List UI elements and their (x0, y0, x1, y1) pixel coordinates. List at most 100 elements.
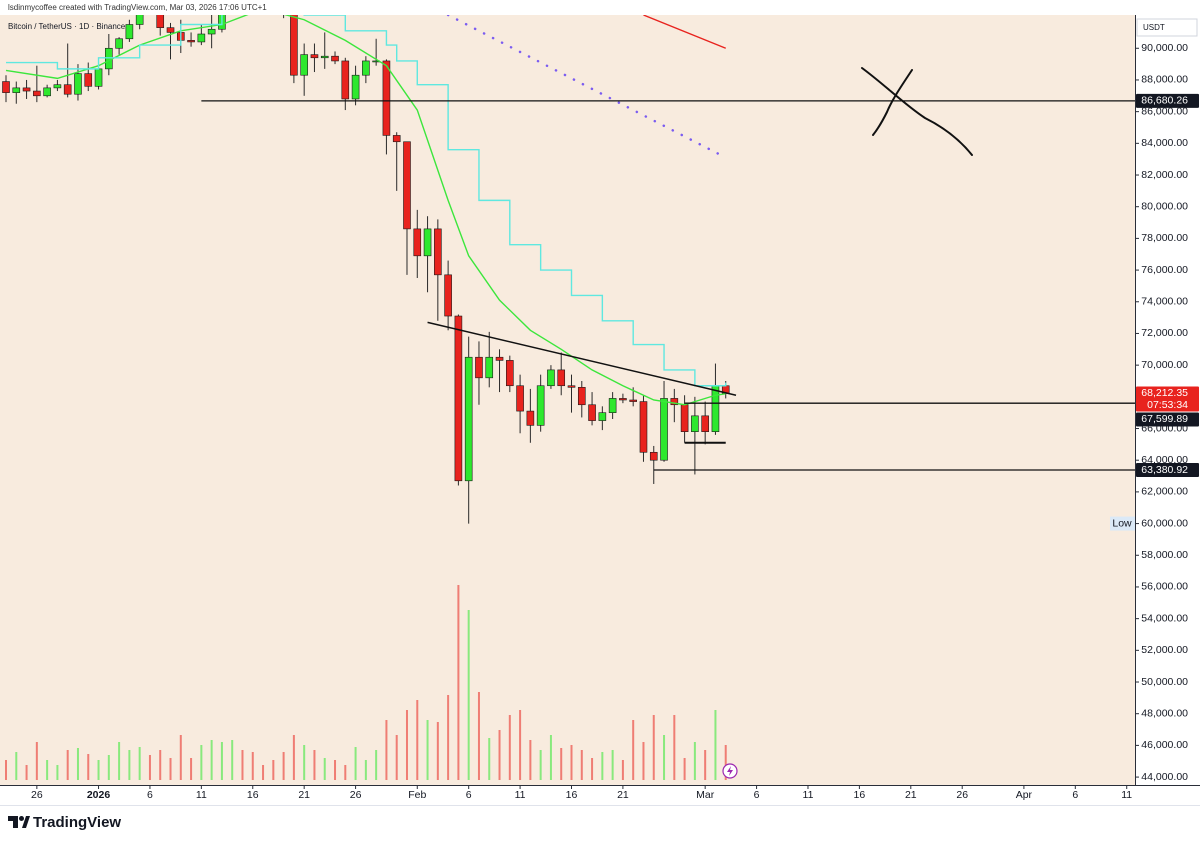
y-tick-label: 82,000.00 (1141, 169, 1188, 181)
volume-bar (508, 715, 511, 780)
candle-body (135, 15, 144, 25)
candle-body (74, 73, 82, 95)
x-tick-label: 21 (298, 789, 310, 801)
candle-body (639, 401, 648, 453)
candle-body (290, 15, 298, 76)
volume-bar (477, 692, 480, 780)
volume-bar (385, 720, 388, 780)
volume-bar (488, 738, 491, 780)
candle-body (94, 68, 103, 87)
volume-bar (159, 750, 162, 780)
volume-bar (405, 710, 408, 780)
x-tick-label: 16 (247, 789, 259, 801)
level-label: 67,599.89 (1141, 413, 1188, 425)
candle-body (475, 356, 483, 379)
y-tick-label: 44,000.00 (1141, 771, 1188, 783)
candle-body (33, 90, 41, 97)
x-tick-label: 11 (196, 789, 207, 801)
volume-bar (323, 758, 326, 780)
volume-bar (693, 742, 696, 780)
volume-bar (128, 750, 131, 780)
candle-body (63, 84, 72, 95)
volume-bar (292, 735, 295, 780)
y-tick-label: 78,000.00 (1141, 232, 1188, 244)
brand-logo (8, 816, 30, 828)
candle-body (84, 73, 93, 87)
candle-body (660, 398, 668, 461)
x-tick-label: 26 (350, 789, 362, 801)
candle-body (300, 54, 308, 76)
volume-bar (570, 745, 573, 780)
volume-bar (344, 765, 347, 780)
volume-bar (416, 700, 419, 780)
indicator-line (6, 15, 727, 387)
y-tick-label: 76,000.00 (1141, 264, 1188, 276)
low-marker: Low (1112, 517, 1132, 529)
candle-body (547, 369, 555, 387)
y-tick-label: 86,000.00 (1141, 105, 1188, 117)
candle-body (43, 87, 51, 97)
volume-bar (107, 755, 110, 780)
candle-body (516, 385, 524, 412)
volume-bar (714, 710, 717, 780)
candle-body (649, 451, 658, 461)
x-tick-label: 26 (31, 789, 43, 801)
volume-bar (467, 610, 470, 780)
volume-bar (179, 735, 182, 780)
candle-body (619, 398, 627, 401)
candle-body (588, 404, 596, 421)
x-tick-label: 11 (803, 789, 814, 801)
y-tick-label: 48,000.00 (1141, 707, 1188, 719)
candle-body (156, 15, 165, 28)
candle-body (444, 274, 452, 317)
candle-body (423, 228, 432, 257)
y-tick-label: 90,000.00 (1141, 42, 1188, 54)
volume-bar (251, 752, 254, 780)
volume-bar (539, 750, 542, 780)
trendline (427, 321, 737, 396)
level-label-box (1136, 93, 1199, 108)
volume-bar (5, 760, 7, 780)
volume-bar (683, 758, 686, 780)
volume-bar (498, 730, 501, 780)
currency: USDT (1143, 23, 1165, 32)
candle-body (526, 410, 535, 426)
price-layer (2, 0, 1135, 524)
volume-bar (313, 750, 316, 780)
y-tick-label: 70,000.00 (1141, 359, 1188, 371)
countdown: 07:53:34 (1147, 399, 1188, 411)
volume-bar (148, 755, 151, 780)
candle-body (280, 1, 287, 7)
volume-bar (262, 765, 265, 780)
candle-body (485, 356, 494, 379)
candle-body (392, 135, 401, 143)
candle-body (270, 0, 277, 1)
candle-body (454, 315, 463, 482)
volume-bar (611, 750, 614, 780)
candle-body (506, 360, 514, 387)
volume-bar (724, 745, 727, 780)
symbol-title: Bitcoin / TetherUS · 1D · Binance (8, 22, 126, 31)
volume-bar (35, 742, 38, 780)
volume-bar (580, 750, 583, 780)
header: lsdinmycoffee created with TradingView.c… (8, 3, 267, 12)
volume-bar (118, 742, 121, 780)
candle-body (115, 38, 123, 49)
volume-bar (76, 748, 79, 780)
volume-bar (354, 747, 357, 780)
volume-bar (169, 758, 172, 780)
volume-bar (529, 740, 532, 780)
low-marker-box (1110, 516, 1135, 531)
brand: TradingView (33, 814, 121, 831)
candle-body (598, 412, 607, 421)
y-tick-label: 62,000.00 (1141, 486, 1188, 498)
candle-body (53, 84, 62, 89)
volume-bar (519, 710, 522, 780)
volume-bar (282, 752, 285, 780)
y-tick-label: 52,000.00 (1141, 644, 1188, 656)
candle-body (691, 415, 699, 432)
candle-body (567, 385, 576, 388)
candle-body (434, 228, 442, 276)
indicator-line (643, 15, 726, 49)
